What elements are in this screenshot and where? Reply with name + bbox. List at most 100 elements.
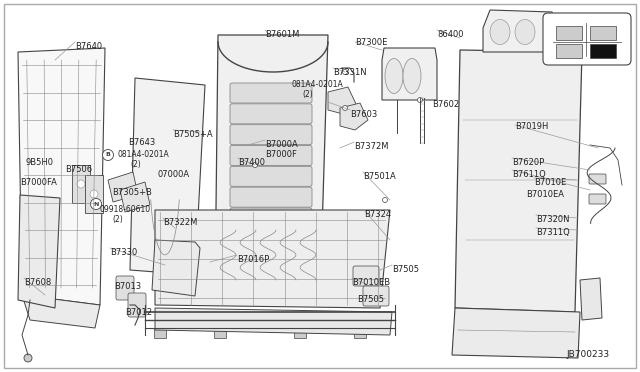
Text: B7016P: B7016P [237, 255, 269, 264]
Polygon shape [483, 10, 558, 52]
FancyBboxPatch shape [353, 266, 379, 286]
Circle shape [342, 70, 348, 74]
Text: B7611Q: B7611Q [512, 170, 546, 179]
Circle shape [24, 354, 32, 362]
FancyBboxPatch shape [230, 145, 312, 166]
Text: B7400: B7400 [238, 158, 265, 167]
FancyBboxPatch shape [230, 208, 312, 228]
FancyBboxPatch shape [230, 104, 312, 124]
Text: B7505+A: B7505+A [173, 130, 212, 139]
FancyBboxPatch shape [230, 166, 312, 186]
Text: B7603: B7603 [350, 110, 377, 119]
Polygon shape [108, 172, 138, 202]
Polygon shape [18, 48, 105, 305]
FancyBboxPatch shape [543, 13, 631, 65]
FancyBboxPatch shape [72, 165, 90, 203]
Polygon shape [340, 103, 368, 130]
FancyBboxPatch shape [128, 293, 146, 317]
Text: B7300E: B7300E [355, 38, 387, 47]
FancyBboxPatch shape [116, 276, 134, 300]
FancyBboxPatch shape [85, 175, 103, 213]
Circle shape [102, 150, 113, 160]
Text: B7506: B7506 [65, 165, 92, 174]
FancyBboxPatch shape [589, 174, 606, 184]
Text: B7000A: B7000A [265, 140, 298, 149]
FancyBboxPatch shape [589, 194, 606, 204]
FancyBboxPatch shape [230, 83, 312, 103]
Text: JB700233: JB700233 [566, 350, 609, 359]
Polygon shape [155, 308, 392, 335]
Text: B7000F: B7000F [265, 150, 297, 159]
Polygon shape [155, 210, 390, 308]
Circle shape [383, 198, 387, 202]
Text: B7372M: B7372M [354, 142, 388, 151]
Text: B7322M: B7322M [163, 218, 197, 227]
Bar [556, 44, 582, 58]
Polygon shape [328, 87, 356, 114]
Circle shape [342, 106, 348, 110]
Ellipse shape [403, 58, 421, 93]
Polygon shape [22, 295, 100, 328]
Text: B7013: B7013 [114, 282, 141, 291]
Text: B7501A: B7501A [363, 172, 396, 181]
Text: B7000FA: B7000FA [20, 178, 57, 187]
Polygon shape [18, 195, 60, 308]
Text: B7643: B7643 [128, 138, 156, 147]
Bar [294, 328, 306, 338]
Text: B7602: B7602 [432, 100, 459, 109]
Text: B7505: B7505 [392, 265, 419, 274]
Text: B7311Q: B7311Q [536, 228, 570, 237]
FancyBboxPatch shape [230, 125, 312, 145]
Circle shape [90, 199, 102, 209]
Polygon shape [580, 278, 602, 320]
Text: 09918-60610: 09918-60610 [100, 205, 151, 214]
Bar [590, 26, 616, 40]
Text: B7305+B: B7305+B [112, 188, 152, 197]
Text: 081A4-0201A: 081A4-0201A [118, 150, 170, 159]
Text: (2): (2) [112, 215, 123, 224]
Polygon shape [455, 50, 582, 312]
Circle shape [417, 97, 422, 103]
Text: B7012: B7012 [125, 308, 152, 317]
Text: B7620P: B7620P [512, 158, 544, 167]
Bar [590, 44, 616, 58]
Text: 9B5H0: 9B5H0 [26, 158, 54, 167]
Text: B7640: B7640 [75, 42, 102, 51]
Ellipse shape [490, 19, 510, 45]
Text: B7010EA: B7010EA [526, 190, 564, 199]
FancyBboxPatch shape [363, 286, 389, 306]
Ellipse shape [385, 58, 403, 93]
Text: B7010E: B7010E [534, 178, 566, 187]
Text: B7608: B7608 [24, 278, 51, 287]
Bar [556, 26, 582, 40]
Text: B7320N: B7320N [536, 215, 570, 224]
Ellipse shape [515, 19, 535, 45]
Text: 86400: 86400 [437, 30, 463, 39]
Text: 081A4-0201A: 081A4-0201A [292, 80, 344, 89]
Bar [354, 328, 366, 338]
Polygon shape [152, 240, 200, 296]
Circle shape [77, 180, 85, 188]
Text: 07000A: 07000A [157, 170, 189, 179]
Text: B7019H: B7019H [515, 122, 548, 131]
Text: (2): (2) [130, 160, 141, 169]
Polygon shape [215, 35, 328, 298]
Text: B7331N: B7331N [333, 68, 367, 77]
Polygon shape [452, 308, 580, 358]
Text: B7010EB: B7010EB [352, 278, 390, 287]
Polygon shape [130, 78, 205, 275]
Circle shape [90, 190, 98, 198]
Bar [154, 328, 166, 338]
Text: (2): (2) [302, 90, 313, 99]
Text: N: N [93, 202, 99, 206]
Text: B7505: B7505 [357, 295, 384, 304]
Bar [214, 328, 226, 338]
Polygon shape [120, 182, 150, 212]
Text: B7601M: B7601M [265, 30, 300, 39]
Circle shape [253, 163, 257, 167]
Polygon shape [382, 48, 437, 100]
Text: B7330: B7330 [110, 248, 137, 257]
Text: B: B [106, 153, 111, 157]
FancyBboxPatch shape [230, 187, 312, 207]
Text: B7324: B7324 [364, 210, 391, 219]
